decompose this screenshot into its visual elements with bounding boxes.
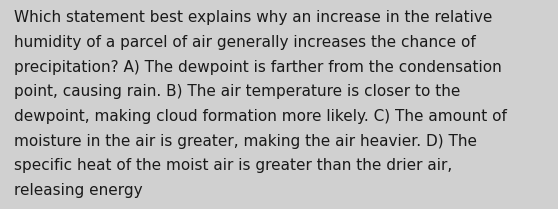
Text: moisture in the air is greater, making the air heavier. D) The: moisture in the air is greater, making t… [14,134,477,149]
Text: releasing energy: releasing energy [14,183,143,198]
Text: precipitation? A) The dewpoint is farther from the condensation: precipitation? A) The dewpoint is farthe… [14,60,502,75]
Text: dewpoint, making cloud formation more likely. C) The amount of: dewpoint, making cloud formation more li… [14,109,507,124]
Text: point, causing rain. B) The air temperature is closer to the: point, causing rain. B) The air temperat… [14,84,460,99]
Text: Which statement best explains why an increase in the relative: Which statement best explains why an inc… [14,10,492,25]
Text: specific heat of the moist air is greater than the drier air,: specific heat of the moist air is greate… [14,158,452,173]
Text: humidity of a parcel of air generally increases the chance of: humidity of a parcel of air generally in… [14,35,476,50]
